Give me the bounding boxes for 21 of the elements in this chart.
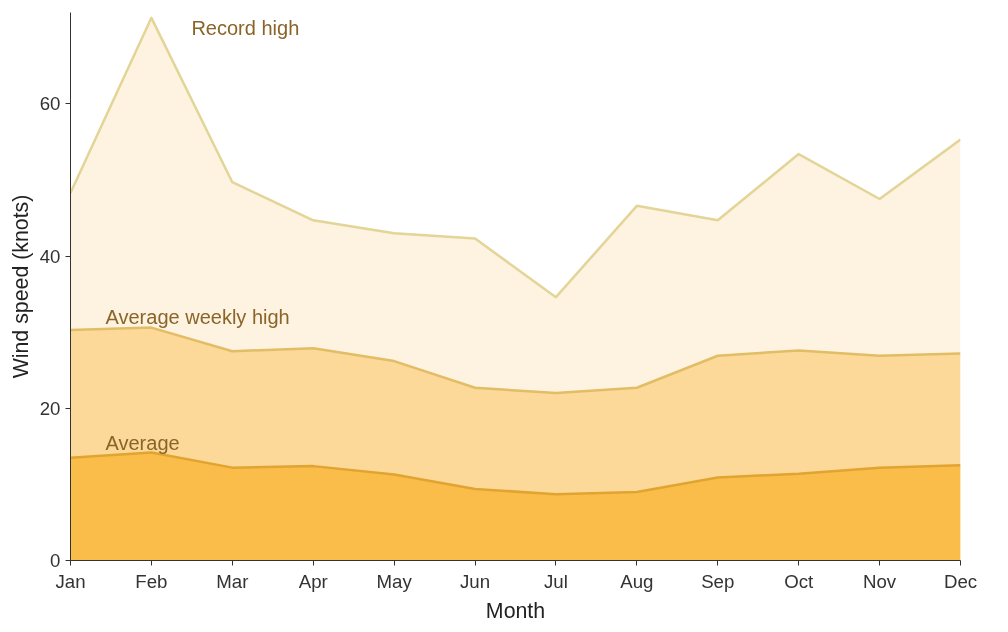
- y-axis-title: Wind speed (knots): [8, 194, 33, 379]
- y-tick-label: 40: [39, 245, 61, 267]
- x-axis-title: Month: [485, 598, 546, 623]
- x-tick-label: Nov: [863, 570, 897, 592]
- x-tick-label: Sep: [701, 570, 735, 592]
- y-tick-label: 0: [50, 550, 61, 571]
- y-tick-label: 60: [39, 93, 61, 115]
- x-tick-label: Feb: [135, 570, 168, 592]
- x-tick-label: Aug: [620, 570, 654, 592]
- x-tick-label: Jan: [55, 570, 86, 592]
- x-tick-label: Oct: [784, 570, 815, 592]
- annotation: Record high: [191, 16, 300, 39]
- x-tick-label: Dec: [943, 570, 978, 592]
- y-tick-label: 20: [39, 397, 61, 419]
- x-tick-label: Jun: [460, 570, 491, 592]
- x-tick-label: May: [376, 570, 413, 592]
- x-tick-label: Mar: [216, 570, 249, 592]
- x-tick-label: Jul: [544, 570, 568, 592]
- annotation: Average weekly high: [105, 305, 290, 328]
- x-tick-label: Apr: [298, 570, 328, 592]
- annotation: Average: [105, 431, 180, 454]
